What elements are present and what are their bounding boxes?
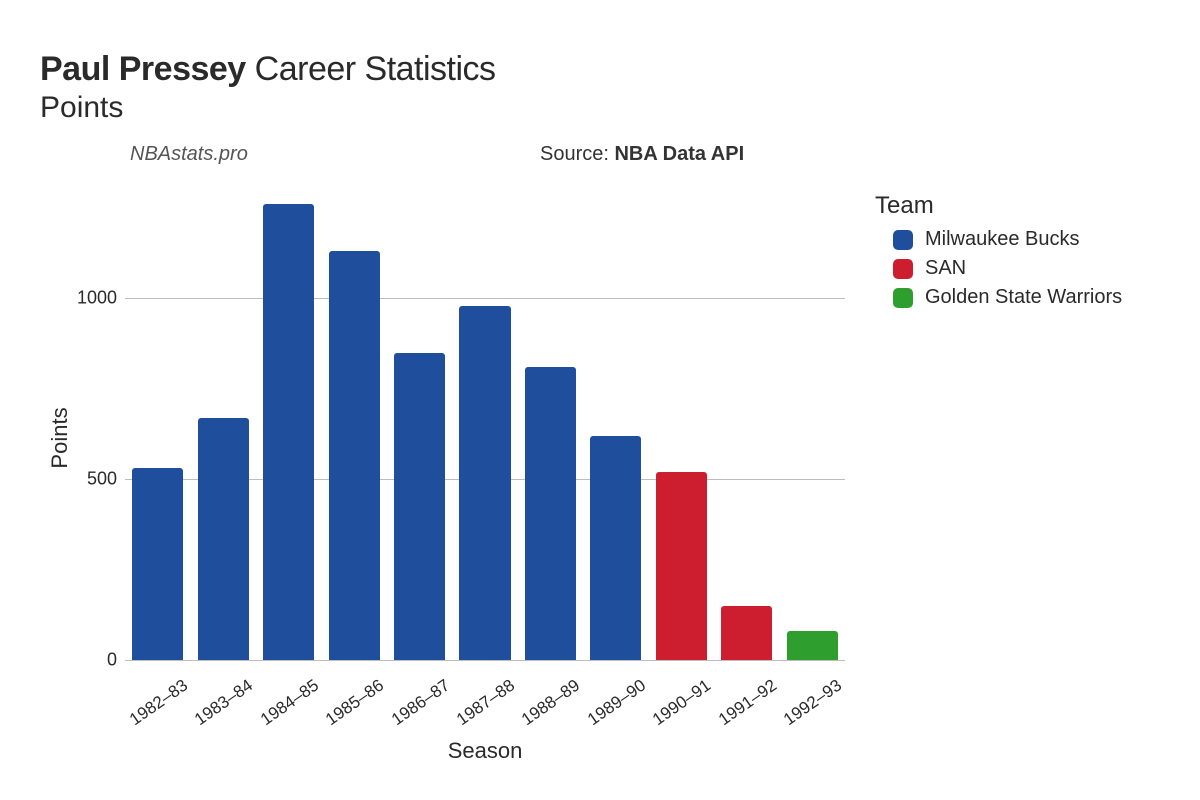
legend-label: SAN (925, 257, 966, 280)
x-tick-label: 1990–91 (649, 676, 715, 730)
attribution-row: NBAstats.pro Source: NBA Data API (40, 143, 1160, 173)
x-axis-title: Season (125, 738, 845, 764)
gridline (125, 298, 845, 299)
legend-label: Milwaukee Bucks (925, 228, 1080, 251)
x-tick-label: 1984–85 (257, 676, 323, 730)
chart-area: Points 05001000 1982–831983–841984–85198… (40, 190, 1160, 750)
source-value: NBA Data API (614, 143, 744, 165)
legend-swatch (893, 288, 913, 308)
legend-items: Milwaukee Bucks SAN Golden State Warriors (875, 228, 1122, 309)
chart-subtitle: Points (40, 91, 1160, 125)
bar (525, 367, 576, 660)
legend-label: Golden State Warriors (925, 286, 1122, 309)
legend-swatch (893, 230, 913, 250)
legend-item: SAN (875, 257, 1122, 280)
bar (787, 631, 838, 660)
title-rest: Career Statistics (255, 50, 496, 88)
legend-item: Golden State Warriors (875, 286, 1122, 309)
chart-container: Paul Pressey Career Statistics Points NB… (0, 0, 1200, 800)
x-tick-label: 1992–93 (780, 676, 846, 730)
legend-item: Milwaukee Bucks (875, 228, 1122, 251)
bar (721, 606, 772, 660)
source-text: Source: NBA Data API (540, 143, 744, 166)
bar (329, 251, 380, 660)
gridline (125, 660, 845, 661)
bar (198, 418, 249, 660)
bar (132, 468, 183, 660)
y-tick-label: 500 (57, 469, 117, 490)
bar (263, 204, 314, 660)
x-tick-label: 1985–86 (322, 676, 388, 730)
legend: Team Milwaukee Bucks SAN Golden State Warr… (875, 192, 1122, 315)
bar (590, 436, 641, 660)
x-tick-label: 1988–89 (518, 676, 584, 730)
x-tick-label: 1986–87 (388, 676, 454, 730)
plot-area: 1982–831983–841984–851985–861986–871987–… (125, 190, 845, 660)
plot-inner (125, 190, 845, 660)
y-tick-label: 1000 (57, 288, 117, 309)
title-player: Paul Pressey (40, 50, 246, 88)
legend-title: Team (875, 192, 1122, 220)
x-tick-label: 1983–84 (191, 676, 257, 730)
bar (656, 472, 707, 660)
x-tick-label: 1989–90 (584, 676, 650, 730)
legend-swatch (893, 259, 913, 279)
bar (394, 353, 445, 660)
y-tick-label: 0 (57, 650, 117, 671)
watermark-text: NBAstats.pro (130, 143, 248, 166)
bar (459, 306, 510, 660)
x-tick-label: 1991–92 (715, 676, 781, 730)
x-tick-label: 1982–83 (126, 676, 192, 730)
chart-title: Paul Pressey Career Statistics (40, 50, 1160, 89)
source-label: Source: (540, 143, 614, 165)
x-tick-label: 1987–88 (453, 676, 519, 730)
